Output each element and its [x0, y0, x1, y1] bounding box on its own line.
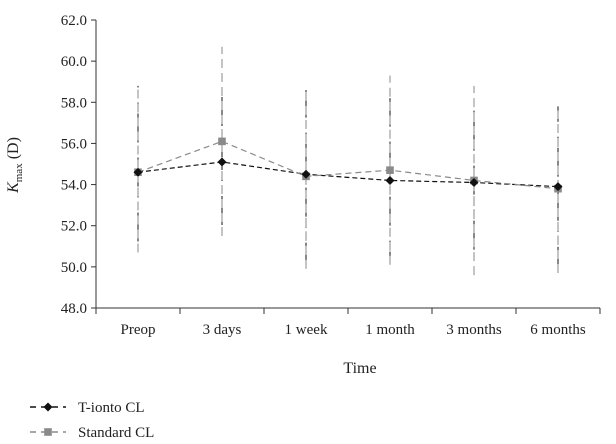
x-tick-label: 6 months: [530, 322, 586, 338]
legend-item-t-ionto-cl: T-ionto CL: [30, 400, 145, 416]
legend-label: Standard CL: [78, 425, 154, 441]
point-t-ionto-cl: [217, 157, 227, 167]
x-axis: Preop 3 days 1 week 1 month 3 months 6 months: [95, 307, 601, 338]
point-standard-cl: [386, 166, 394, 174]
series-line-standard-cl: [137, 140, 559, 190]
x-tick-label: Preop: [121, 322, 156, 338]
y-axis-title-sub: max: [13, 163, 25, 182]
point-t-ionto-cl: [301, 169, 311, 179]
y-tick-label: 48.0: [61, 301, 87, 317]
x-tick-label: 3 days: [203, 322, 242, 338]
y-tick-label: 60.0: [61, 54, 87, 70]
y-tick-label: 54.0: [61, 178, 87, 194]
error-bars: [137, 46, 559, 276]
series-line-t-ionto-cl: [137, 161, 559, 188]
markers: [133, 137, 563, 193]
y-tick-label: 52.0: [61, 219, 87, 235]
y-tick-label: 50.0: [61, 260, 87, 276]
legend-label: T-ionto CL: [78, 400, 145, 416]
y-tick-label: 58.0: [61, 95, 87, 111]
legend: T-ionto CL Standard CL: [30, 400, 154, 441]
point-t-ionto-cl: [553, 182, 563, 192]
series-lines: [137, 140, 559, 190]
point-t-ionto-cl: [133, 167, 143, 177]
y-tick-label: 62.0: [61, 13, 87, 29]
y-tick-label: 56.0: [61, 136, 87, 152]
y-axis-title-base: K: [5, 181, 22, 194]
legend-item-standard-cl: Standard CL: [30, 425, 154, 441]
y-axis: 48.0 50.0 52.0 54.0 56.0 58.0 60.0 62.0: [61, 13, 97, 317]
point-t-ionto-cl: [385, 175, 395, 185]
point-standard-cl: [218, 137, 226, 146]
x-tick-label: 1 week: [285, 322, 328, 338]
x-tick-label: 3 months: [446, 322, 502, 338]
y-axis-title: Kmax (D): [5, 137, 25, 194]
x-axis-title: Time: [343, 360, 376, 377]
x-tick-label: 1 month: [365, 322, 415, 338]
legend-marker: [43, 402, 53, 412]
legend-marker: [44, 428, 52, 436]
point-t-ionto-cl: [469, 178, 479, 188]
y-axis-title-rest: (D): [5, 137, 22, 163]
